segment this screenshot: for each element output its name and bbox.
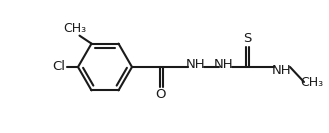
Text: NH: NH [272, 63, 292, 76]
Text: CH₃: CH₃ [63, 22, 86, 35]
Text: Cl: Cl [53, 61, 65, 74]
Text: S: S [243, 32, 251, 45]
Text: CH₃: CH₃ [300, 76, 323, 88]
Text: O: O [155, 88, 165, 101]
Text: NH: NH [214, 57, 234, 70]
Text: NH: NH [186, 57, 206, 70]
